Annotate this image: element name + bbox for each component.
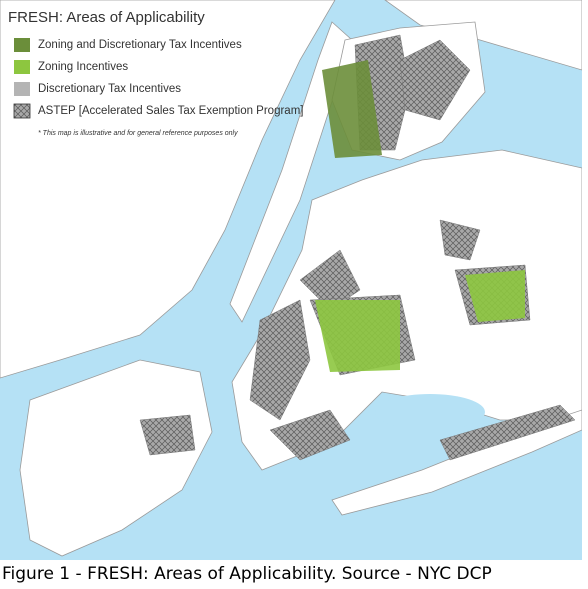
new-jersey xyxy=(0,0,336,379)
legend-label: Zoning and Discretionary Tax Incentives xyxy=(38,39,242,51)
legend: Zoning and Discretionary Tax Incentives Z… xyxy=(13,38,303,119)
zoning-area xyxy=(315,300,400,372)
legend-swatch xyxy=(14,82,30,96)
map-note: * This map is illustrative and for gener… xyxy=(38,130,238,137)
legend-swatch xyxy=(14,38,30,52)
zoning-area xyxy=(465,270,525,322)
figure-caption: Figure 1 - FRESH: Areas of Applicability… xyxy=(2,564,492,584)
map: FRESH: Areas of Applicability Zoning and… xyxy=(0,0,582,560)
legend-label: Zoning Incentives xyxy=(38,61,128,73)
jamaica-bay xyxy=(375,394,485,430)
legend-swatch xyxy=(14,60,30,74)
legend-label: ASTEP [Accelerated Sales Tax Exemption P… xyxy=(38,105,303,117)
legend-label: Discretionary Tax Incentives xyxy=(38,83,181,95)
zoning-tax-area xyxy=(322,60,382,158)
staten-island xyxy=(19,359,213,557)
legend-swatch xyxy=(13,103,31,119)
westchester xyxy=(384,0,582,71)
map-title: FRESH: Areas of Applicability xyxy=(8,9,205,26)
